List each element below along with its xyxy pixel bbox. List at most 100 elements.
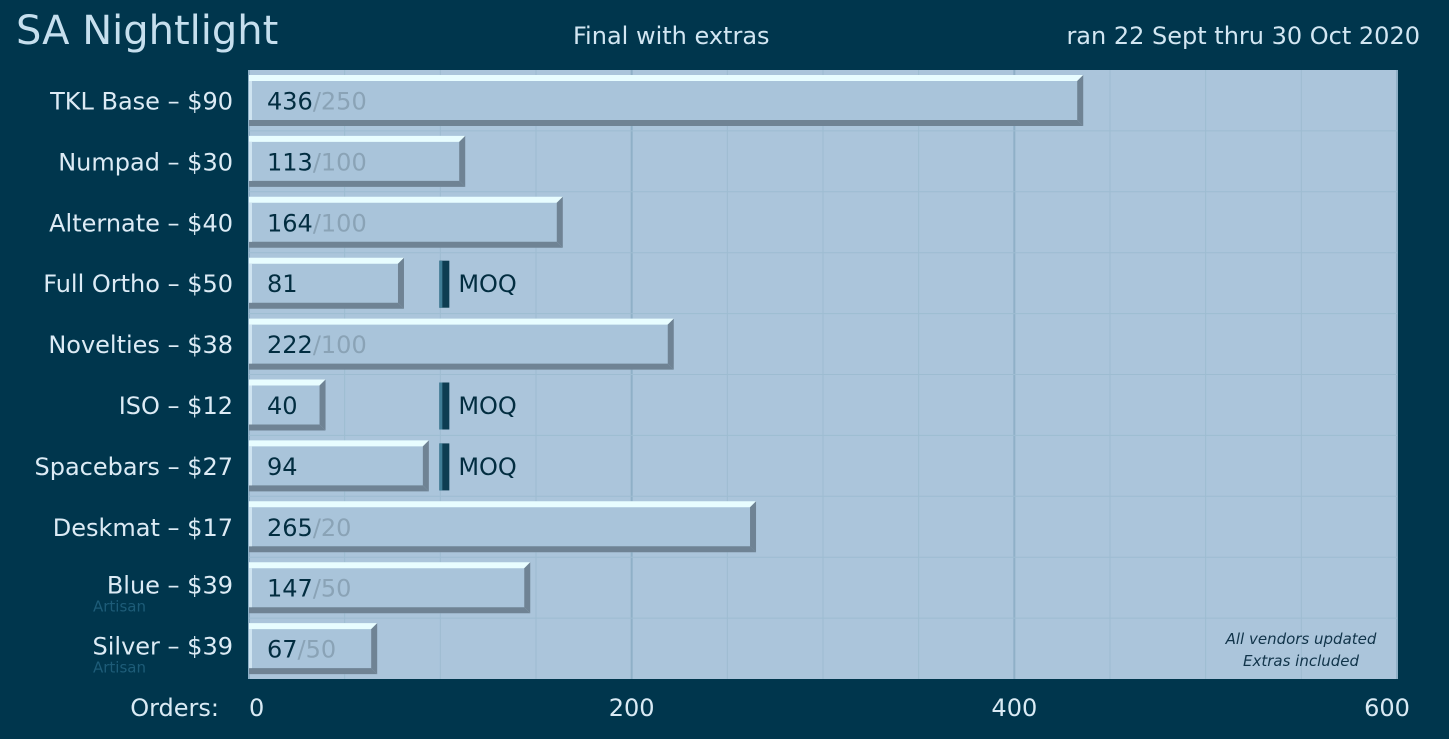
bar-moq-text: /20 bbox=[313, 514, 352, 542]
bar-3: 164/100 bbox=[249, 196, 563, 248]
bar-bevel-right bbox=[556, 196, 563, 248]
moq-marker-edge bbox=[439, 443, 443, 491]
category-label: Silver – $39 bbox=[93, 633, 233, 661]
x-tick-label: 0 bbox=[249, 694, 264, 722]
bar-moq-text: /250 bbox=[313, 87, 367, 115]
bar-bevel-top bbox=[249, 75, 1084, 81]
annotation-note: All vendors updated bbox=[1225, 630, 1377, 648]
bar-bevel-bottom bbox=[249, 120, 1084, 126]
bar-value-label: 81 bbox=[267, 270, 298, 298]
bar-9: 147/50 bbox=[249, 562, 531, 614]
bar-bevel-top bbox=[249, 135, 466, 142]
bar-moq-text: /100 bbox=[313, 331, 367, 359]
bar-value-label: 67/50 bbox=[267, 636, 336, 664]
bar-bevel-bottom bbox=[249, 485, 429, 492]
bar-face bbox=[249, 135, 466, 187]
bar-face bbox=[249, 318, 674, 370]
bar-bevel-right bbox=[371, 623, 378, 675]
bar-value-label: 164/100 bbox=[267, 209, 367, 237]
bar-2: 113/100 bbox=[249, 135, 466, 187]
bar-bevel-left bbox=[249, 568, 252, 608]
moq-marker-label: MOQ bbox=[458, 453, 517, 481]
bar-value-label: 94 bbox=[267, 453, 298, 481]
bar-face bbox=[249, 623, 378, 675]
bar-bevel-left bbox=[249, 324, 252, 364]
bar-bevel-right bbox=[1077, 75, 1084, 126]
category-label: Spacebars – $27 bbox=[34, 453, 233, 481]
bar-bevel-left bbox=[249, 507, 252, 547]
bar-7: 94 MOQ bbox=[249, 440, 517, 492]
chart-title: SA Nightlight bbox=[16, 8, 279, 54]
bar-bevel-left bbox=[249, 202, 252, 242]
category-label: Novelties – $38 bbox=[48, 331, 233, 359]
bar-face bbox=[249, 257, 404, 309]
bar-bevel-right bbox=[667, 318, 674, 370]
bar-moq-text: /50 bbox=[298, 636, 337, 664]
moq-marker-label: MOQ bbox=[458, 392, 517, 420]
moq-marker bbox=[439, 443, 450, 491]
bar-value-label: 113/100 bbox=[267, 148, 367, 176]
bar-moq-text: /100 bbox=[313, 209, 367, 237]
bar-bevel-bottom bbox=[249, 668, 378, 675]
category-sublabel: Artisan bbox=[93, 598, 146, 616]
category-sublabel: Artisan bbox=[93, 659, 146, 677]
bar-bevel-right bbox=[524, 562, 531, 614]
bar-value-label: 222/100 bbox=[267, 331, 367, 359]
bar-bevel-top bbox=[249, 379, 326, 386]
bar-bevel-bottom bbox=[249, 363, 674, 370]
bar-bevel-top bbox=[249, 196, 563, 203]
bar-bevel-bottom bbox=[249, 180, 466, 187]
bar-bevel-left bbox=[249, 263, 252, 303]
annotation-note: Extras included bbox=[1243, 652, 1360, 670]
moq-marker-label: MOQ bbox=[458, 270, 517, 298]
moq-marker bbox=[439, 260, 450, 308]
category-label: TKL Base – $90 bbox=[49, 87, 233, 115]
bar-bevel-top bbox=[249, 257, 404, 264]
bar-bevel-right bbox=[319, 379, 326, 431]
bar-bevel-left bbox=[249, 81, 252, 120]
bar-bevel-right bbox=[459, 135, 466, 187]
bar-face bbox=[249, 379, 326, 431]
x-tick-label: 600 bbox=[1364, 694, 1410, 722]
moq-marker-edge bbox=[439, 260, 443, 308]
bar-bevel-bottom bbox=[249, 546, 757, 553]
category-label: Blue – $39 bbox=[107, 572, 233, 600]
bar-bevel-top bbox=[249, 623, 378, 630]
bar-value-label: 265/20 bbox=[267, 514, 351, 542]
chart-subtitle: Final with extras bbox=[573, 22, 770, 50]
bar-face bbox=[249, 440, 429, 492]
bar-bevel-bottom bbox=[249, 607, 531, 614]
bar-bevel-bottom bbox=[249, 241, 563, 248]
bar-bevel-right bbox=[397, 257, 404, 309]
bar-face bbox=[249, 501, 757, 553]
moq-marker-edge bbox=[439, 382, 443, 430]
bar-bevel-left bbox=[249, 629, 252, 669]
bar-bevel-bottom bbox=[249, 424, 326, 431]
bar-10: 67/50 bbox=[249, 623, 378, 675]
bar-4: 81 MOQ bbox=[249, 257, 517, 309]
bar-1: 436/250 bbox=[249, 75, 1084, 126]
bar-bevel-right bbox=[422, 440, 429, 492]
bar-bevel-bottom bbox=[249, 302, 404, 309]
bar-bevel-right bbox=[750, 501, 757, 553]
bar-6: 40 MOQ bbox=[249, 379, 517, 431]
bar-bevel-left bbox=[249, 446, 252, 486]
bar-bevel-left bbox=[249, 141, 252, 181]
category-label: Full Ortho – $50 bbox=[43, 270, 233, 298]
bar-moq-text: /50 bbox=[313, 575, 352, 603]
bar-bevel-top bbox=[249, 562, 531, 569]
bar-value-label: 147/50 bbox=[267, 575, 351, 603]
category-label: ISO – $12 bbox=[119, 392, 233, 420]
bar-face bbox=[249, 75, 1084, 126]
bar-5: 222/100 bbox=[249, 318, 674, 370]
bar-face bbox=[249, 562, 531, 614]
bar-8: 265/20 bbox=[249, 501, 757, 553]
bar-bevel-top bbox=[249, 318, 674, 325]
x-tick-label: 400 bbox=[991, 694, 1037, 722]
bar-bevel-left bbox=[249, 385, 252, 425]
category-label: Alternate – $40 bbox=[49, 209, 233, 237]
bar-moq-text: /100 bbox=[313, 148, 367, 176]
category-label: Deskmat – $17 bbox=[53, 514, 233, 542]
bar-value-label: 40 bbox=[267, 392, 298, 420]
